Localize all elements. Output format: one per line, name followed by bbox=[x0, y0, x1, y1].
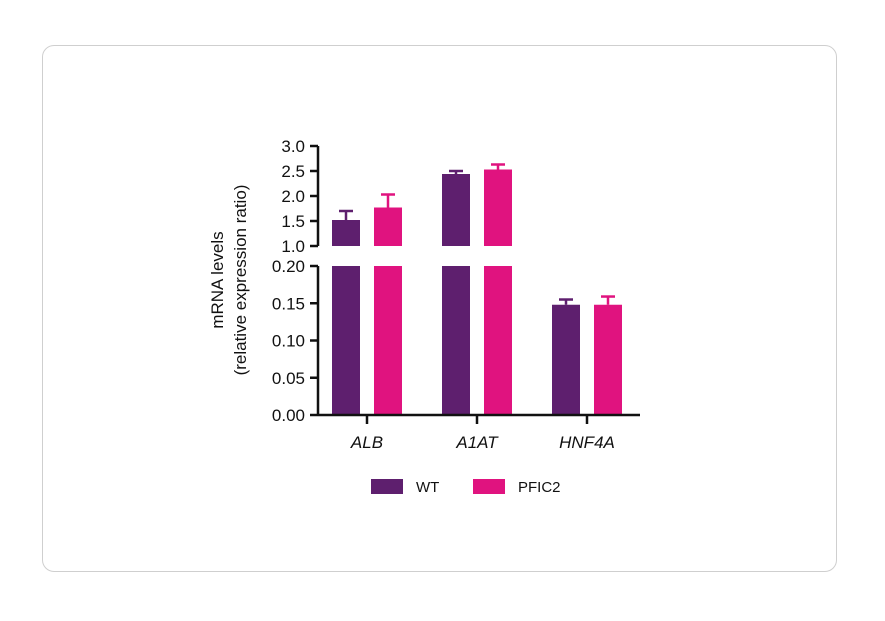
legend-label-WT: WT bbox=[416, 479, 439, 496]
bar-lower-PFIC2-ALB bbox=[374, 266, 402, 415]
x-tick-label: A1AT bbox=[455, 433, 499, 452]
y-tick-label: 2.5 bbox=[281, 162, 305, 181]
bar-lower-WT-ALB bbox=[332, 266, 360, 415]
y-tick-label: 0.20 bbox=[272, 257, 305, 276]
legend-swatch-PFIC2 bbox=[473, 479, 505, 494]
y-tick-label: 0.15 bbox=[272, 294, 305, 313]
y-tick-label: 2.0 bbox=[281, 187, 305, 206]
bar-lower-PFIC2-A1AT bbox=[484, 266, 512, 415]
bar-PFIC2-ALB bbox=[374, 207, 402, 246]
figure-card bbox=[42, 45, 837, 572]
bar-PFIC2-A1AT bbox=[484, 169, 512, 246]
legend-label-PFIC2: PFIC2 bbox=[518, 479, 561, 496]
x-tick-label: ALB bbox=[350, 433, 383, 452]
bar-WT-ALB bbox=[332, 220, 360, 246]
y-tick-label: 0.10 bbox=[272, 332, 305, 351]
y-tick-label: 0.00 bbox=[272, 406, 305, 425]
y-tick-label: 3.0 bbox=[281, 137, 305, 156]
legend-swatch-WT bbox=[371, 479, 403, 494]
bar-WT-HNF4A bbox=[552, 304, 580, 415]
x-tick-label: HNF4A bbox=[559, 433, 615, 452]
y-tick-label: 1.0 bbox=[281, 237, 305, 256]
bar-WT-A1AT bbox=[442, 174, 470, 246]
y-axis-label-line1: mRNA levels bbox=[208, 231, 227, 328]
y-axis-label-line2: (relative expression ratio) bbox=[231, 185, 250, 376]
bar-lower-WT-A1AT bbox=[442, 266, 470, 415]
bar-PFIC2-HNF4A bbox=[594, 304, 622, 415]
y-tick-label: 1.5 bbox=[281, 212, 305, 231]
y-tick-label: 0.05 bbox=[272, 369, 305, 388]
